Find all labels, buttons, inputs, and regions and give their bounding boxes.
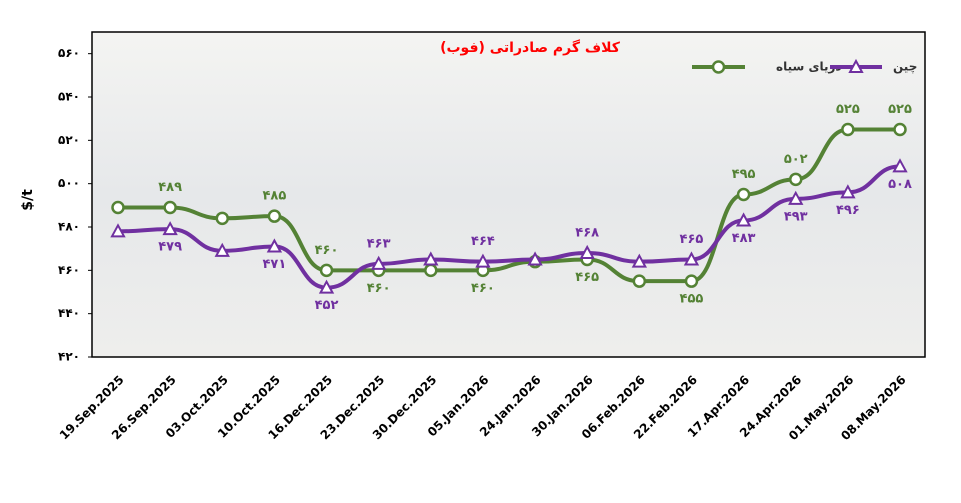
point <box>423 251 439 266</box>
point <box>267 209 282 223</box>
value-label: ۴۵۵ <box>680 292 704 307</box>
value-label: ۴۸۳ <box>732 231 756 246</box>
point <box>215 211 230 226</box>
plot-area <box>91 31 926 358</box>
point <box>632 274 647 288</box>
y-tick-label: ۴۸۰ <box>58 220 80 234</box>
value-label: ۴۷۹ <box>158 240 182 255</box>
value-label: ۴۹۳ <box>784 209 808 224</box>
point <box>162 221 178 236</box>
series-line <box>118 127 900 284</box>
point <box>163 200 177 215</box>
value-label: ۵۲۵ <box>836 102 860 117</box>
value-label: ۴۶۰ <box>367 281 391 296</box>
point <box>319 263 334 278</box>
value-label: ۴۶۴ <box>471 234 495 249</box>
point <box>683 251 700 266</box>
value-label: ۴۵۲ <box>315 298 339 313</box>
point <box>788 190 804 205</box>
legend-label: دریای سیاه <box>776 60 842 74</box>
y-tick-label: ۵۲۰ <box>58 133 80 147</box>
point <box>788 172 803 187</box>
point <box>840 184 856 199</box>
value-label: ۴۹۶ <box>836 203 860 218</box>
y-tick-label: ۴۶۰ <box>58 263 80 277</box>
point <box>735 212 752 227</box>
value-label: ۴۹۵ <box>732 167 756 182</box>
y-tick-label: ۵۰۰ <box>58 176 80 190</box>
value-label: ۴۶۳ <box>367 236 391 251</box>
point <box>370 255 387 270</box>
value-label: ۴۶۵ <box>575 270 599 285</box>
point <box>736 187 751 202</box>
value-label: ۵۰۲ <box>784 152 808 167</box>
point <box>841 122 855 137</box>
series-line <box>117 164 901 290</box>
value-label: ۴۸۹ <box>158 180 182 195</box>
point <box>527 251 543 266</box>
value-label: ۴۸۵ <box>262 189 286 204</box>
point <box>631 253 648 268</box>
legend-label: چین <box>893 60 917 74</box>
value-label: ۵۰۸ <box>888 177 912 192</box>
y-tick-label: ۵۴۰ <box>58 90 80 104</box>
point <box>475 253 491 268</box>
y-axis-label: $/t <box>20 189 36 211</box>
point <box>266 238 283 253</box>
point <box>318 279 335 294</box>
point <box>893 122 907 137</box>
y-tick-label: ۵۶۰ <box>58 46 80 60</box>
y-tick-label: ۴۲۰ <box>58 350 80 364</box>
chart-title: کلاف گرم صادراتی (فوب) <box>440 39 621 56</box>
point <box>111 200 125 215</box>
value-label: ۴۶۰ <box>315 243 339 258</box>
value-label: ۴۷۱ <box>262 257 286 272</box>
point <box>711 60 726 74</box>
point <box>110 223 126 238</box>
value-label: ۴۶۸ <box>575 226 599 241</box>
y-tick-label: ۴۴۰ <box>58 306 80 320</box>
value-label: ۴۶۰ <box>471 281 495 296</box>
point <box>214 242 230 257</box>
point <box>892 158 908 173</box>
point <box>684 274 699 288</box>
point <box>424 263 438 278</box>
point <box>848 58 864 73</box>
value-label: ۴۶۵ <box>680 232 704 247</box>
point <box>579 244 595 259</box>
value-label: ۵۲۵ <box>888 102 912 117</box>
